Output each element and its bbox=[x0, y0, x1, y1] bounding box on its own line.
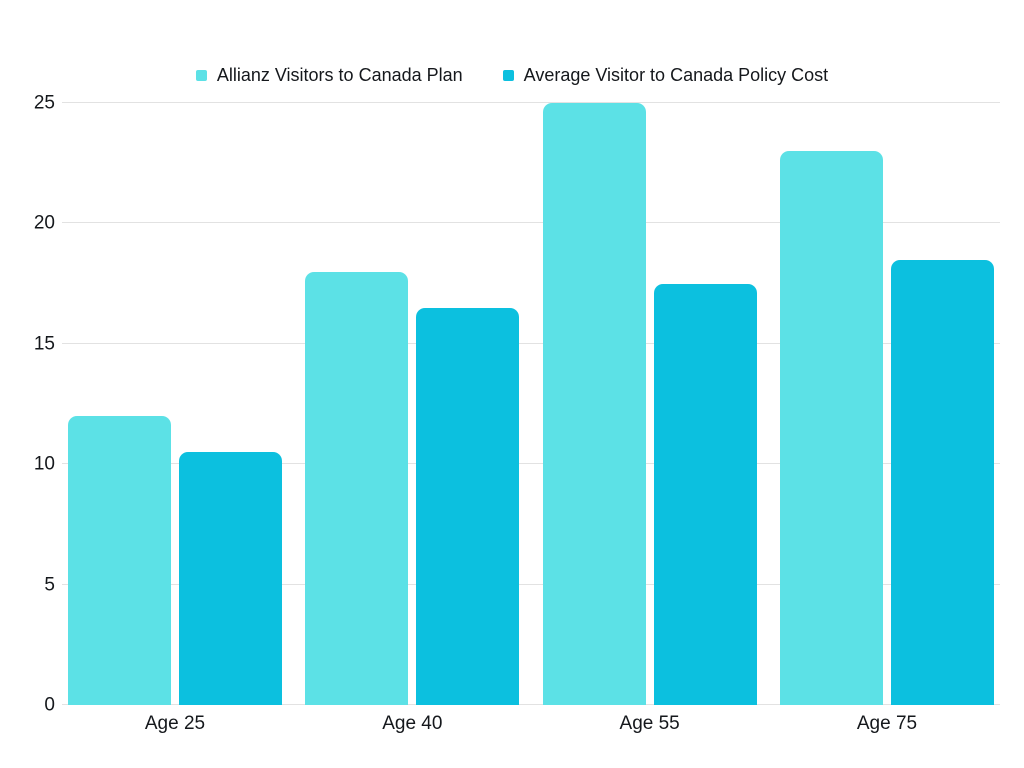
x-axis-label-age-40: Age 40 bbox=[382, 713, 443, 734]
y-axis-label-10: 10 bbox=[33, 453, 55, 475]
bar-age-75-series-0 bbox=[779, 151, 883, 705]
legend-label-average-cost: Average Visitor to Canada Policy Cost bbox=[523, 65, 829, 85]
bar-groups-layer bbox=[62, 103, 1000, 705]
gridline-20 bbox=[62, 222, 1000, 224]
gridline-0 bbox=[62, 704, 1000, 705]
bar-group-age-40 bbox=[305, 103, 520, 705]
gridline-15 bbox=[62, 342, 1000, 344]
x-axis-label-age-75: Age 75 bbox=[856, 713, 918, 734]
bar-group-age-75 bbox=[779, 103, 994, 705]
x-axis-label-age-55: Age 55 bbox=[619, 713, 680, 734]
gridline-10 bbox=[62, 463, 1000, 465]
bar-group-age-25 bbox=[68, 103, 282, 705]
bar-age-40-series-0 bbox=[305, 271, 409, 705]
legend-item-allianz-plan: Allianz Visitors to Canada Plan bbox=[195, 62, 463, 88]
bar-age-75-series-1 bbox=[890, 259, 994, 705]
bar-age-55-series-1 bbox=[653, 283, 757, 705]
bar-age-25-series-0 bbox=[68, 416, 171, 705]
legend-swatch-average-cost bbox=[502, 69, 514, 81]
y-axis-label-20: 20 bbox=[33, 212, 55, 234]
legend-item-average-cost: Average Visitor to Canada Policy Cost bbox=[502, 62, 829, 88]
x-axis-labels: Age 25 Age 40 Age 55 Age 75 bbox=[68, 705, 994, 736]
legend-swatch-allianz-plan bbox=[195, 69, 207, 81]
bar-group-age-55 bbox=[542, 103, 757, 705]
x-axis-label-age-25: Age 25 bbox=[144, 713, 206, 734]
gridline-5 bbox=[62, 583, 1000, 585]
y-axis-label-25: 25 bbox=[33, 92, 55, 114]
y-axis-label-15: 15 bbox=[33, 333, 55, 355]
bar-age-40-series-1 bbox=[416, 307, 520, 705]
legend: Allianz Visitors to Canada Plan Average … bbox=[0, 62, 1024, 88]
legend-label-allianz-plan: Allianz Visitors to Canada Plan bbox=[216, 65, 463, 85]
plot-area: 0 5 10 15 20 25 Age 25 Age 40 Age 55 Age 75 bbox=[34, 94, 1000, 734]
y-axis-label-5: 5 bbox=[44, 574, 55, 596]
gridline-25 bbox=[62, 102, 1000, 103]
bar-age-25-series-1 bbox=[179, 452, 282, 705]
bar-age-55-series-0 bbox=[542, 103, 646, 705]
y-axis-label-0: 0 bbox=[44, 694, 55, 716]
